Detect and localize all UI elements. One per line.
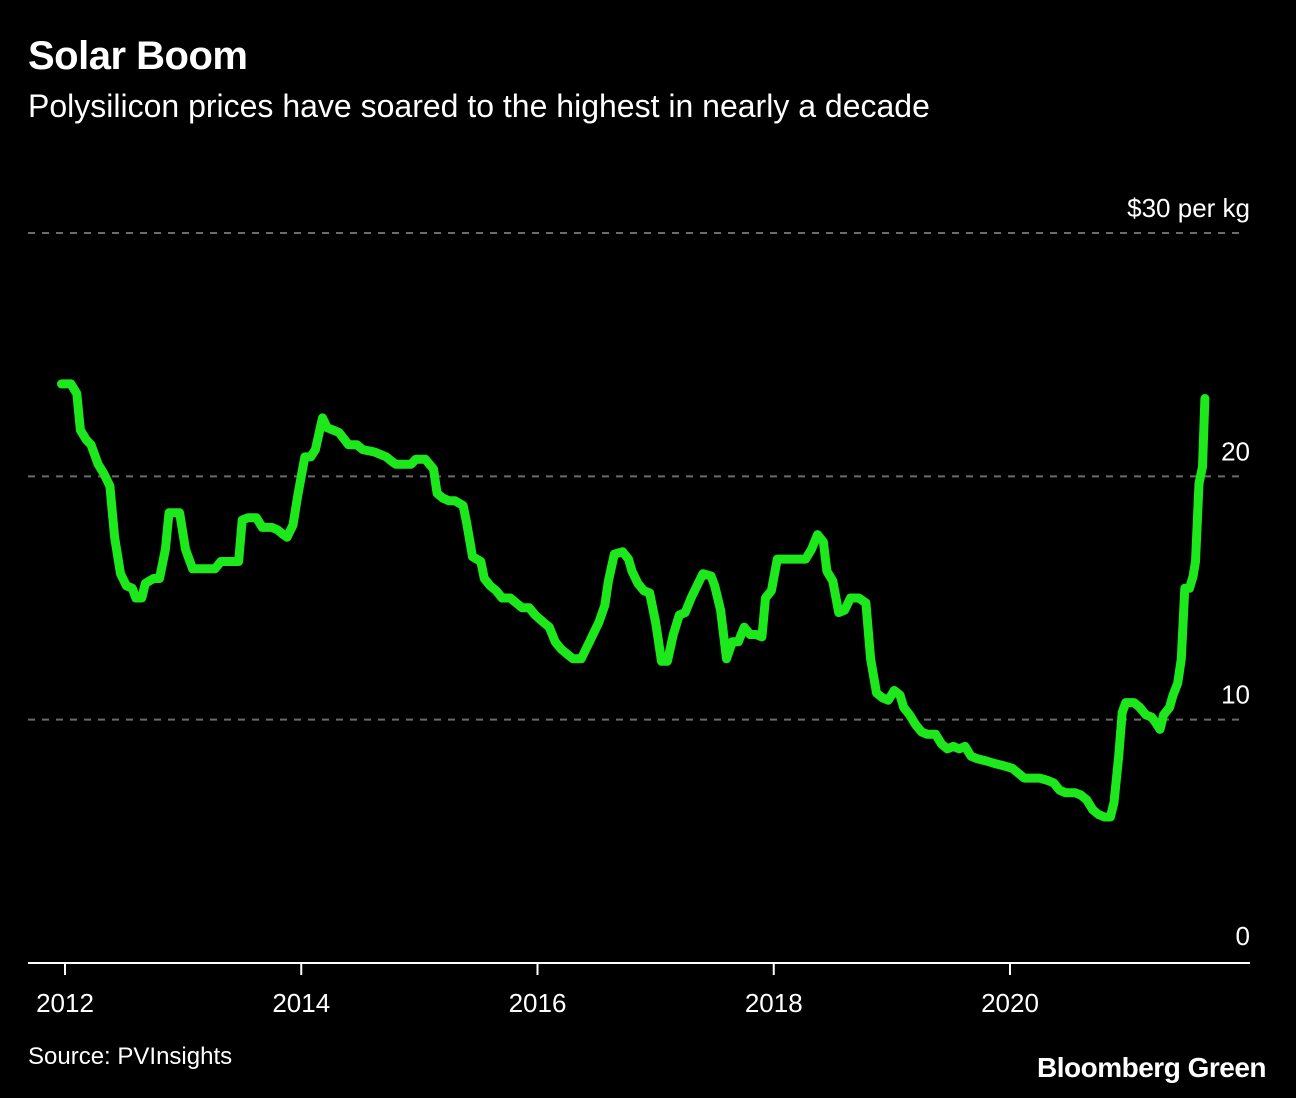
x-tick-label: 2014 [272,988,330,1018]
y-tick-label: 10 [1221,680,1250,710]
series-layer [57,379,1210,822]
x-tick-label: 2020 [981,988,1039,1018]
x-axis: 2012 2014 2016 2018 2020 [28,962,1250,1018]
y-tick-label: 0 [1236,921,1250,951]
chart-title: Solar Boom [28,34,248,78]
y-tick-label: 20 [1221,436,1250,466]
x-tick-label: 2016 [509,988,567,1018]
y-axis-labels: $30 per kg 20 10 0 [1127,193,1250,951]
x-tick-label: 2018 [745,988,803,1018]
chart-subtitle: Polysilicon prices have soared to the hi… [28,88,930,124]
source-note: Source: PVInsights [28,1043,233,1070]
price-series-line [57,379,1210,822]
brand-logo: Bloomberg Green [1037,1052,1266,1083]
y-tick-label: $30 per kg [1127,193,1250,223]
gridlines [28,232,1240,721]
x-tick-label: 2012 [36,988,94,1018]
